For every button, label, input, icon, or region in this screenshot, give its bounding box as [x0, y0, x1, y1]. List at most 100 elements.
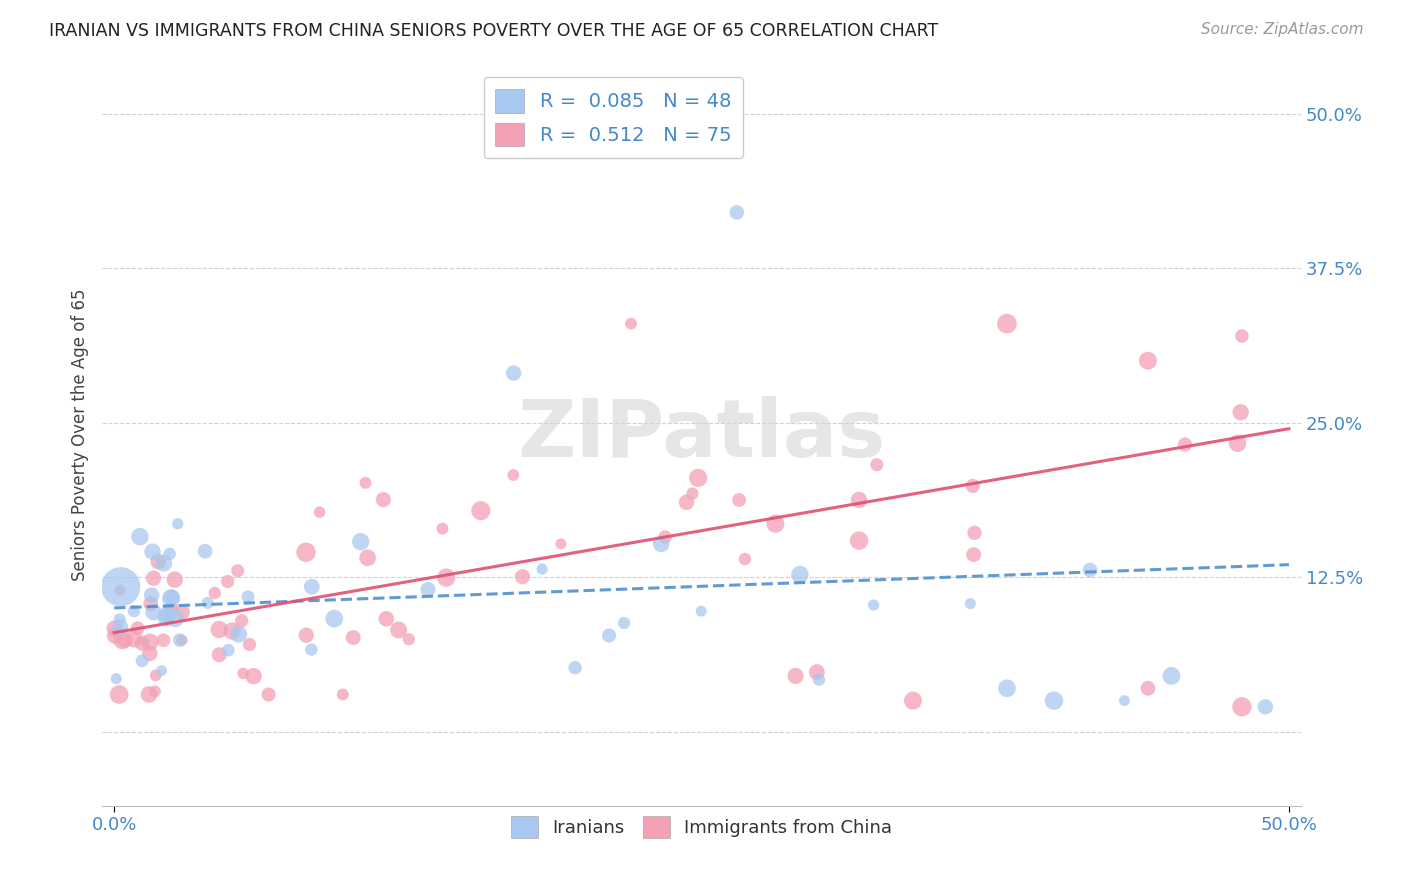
- Point: [613, 615, 636, 630]
- Point: [848, 533, 870, 548]
- Point: [1114, 693, 1136, 707]
- Point: [141, 588, 163, 602]
- Point: [470, 503, 492, 517]
- Point: [108, 688, 131, 702]
- Point: [432, 522, 454, 536]
- Point: [375, 612, 398, 626]
- Point: [416, 582, 439, 597]
- Point: [1136, 353, 1159, 368]
- Point: [152, 556, 174, 570]
- Point: [232, 666, 254, 681]
- Point: [1226, 436, 1249, 450]
- Point: [170, 605, 193, 619]
- Point: [236, 590, 259, 604]
- Point: [690, 604, 713, 618]
- Point: [138, 688, 160, 702]
- Point: [163, 573, 186, 587]
- Text: IRANIAN VS IMMIGRANTS FROM CHINA SENIORS POVERTY OVER THE AGE OF 65 CORRELATION : IRANIAN VS IMMIGRANTS FROM CHINA SENIORS…: [49, 22, 938, 40]
- Point: [122, 632, 145, 646]
- Point: [204, 586, 226, 600]
- Point: [725, 205, 748, 219]
- Point: [155, 611, 177, 625]
- Point: [142, 571, 165, 585]
- Point: [160, 591, 183, 606]
- Point: [111, 633, 134, 648]
- Point: [110, 580, 132, 594]
- Point: [110, 583, 132, 598]
- Point: [1254, 699, 1277, 714]
- Point: [238, 638, 260, 652]
- Point: [688, 471, 710, 485]
- Legend: Iranians, Immigrants from China: Iranians, Immigrants from China: [503, 808, 900, 845]
- Text: ZIPatlas: ZIPatlas: [517, 396, 886, 474]
- Point: [257, 688, 280, 702]
- Point: [152, 633, 174, 648]
- Point: [208, 648, 231, 662]
- Point: [789, 567, 811, 582]
- Point: [1078, 563, 1101, 577]
- Point: [159, 547, 181, 561]
- Point: [620, 317, 643, 331]
- Point: [208, 623, 231, 637]
- Point: [226, 564, 249, 578]
- Point: [350, 534, 373, 549]
- Point: [104, 629, 127, 643]
- Point: [166, 516, 188, 531]
- Point: [104, 622, 127, 636]
- Point: [675, 495, 697, 509]
- Point: [156, 608, 179, 623]
- Point: [434, 571, 457, 585]
- Point: [728, 493, 751, 508]
- Point: [105, 672, 128, 686]
- Point: [150, 664, 173, 678]
- Point: [806, 665, 828, 680]
- Point: [502, 366, 524, 380]
- Point: [127, 621, 149, 635]
- Point: [141, 544, 163, 558]
- Point: [194, 544, 217, 558]
- Text: Source: ZipAtlas.com: Source: ZipAtlas.com: [1201, 22, 1364, 37]
- Point: [354, 475, 377, 490]
- Point: [110, 620, 132, 634]
- Point: [221, 624, 243, 638]
- Point: [145, 668, 167, 682]
- Point: [734, 552, 756, 566]
- Point: [159, 603, 181, 617]
- Point: [959, 597, 981, 611]
- Point: [598, 628, 620, 642]
- Point: [398, 632, 420, 647]
- Point: [231, 614, 253, 628]
- Point: [165, 611, 187, 625]
- Point: [197, 596, 219, 610]
- Point: [1160, 669, 1182, 683]
- Point: [114, 633, 136, 648]
- Point: [963, 525, 986, 540]
- Point: [962, 479, 984, 493]
- Point: [160, 590, 183, 604]
- Point: [128, 530, 150, 544]
- Point: [122, 604, 145, 618]
- Point: [142, 605, 165, 619]
- Point: [512, 569, 534, 583]
- Point: [228, 627, 250, 641]
- Point: [131, 654, 153, 668]
- Point: [963, 548, 986, 562]
- Point: [143, 684, 166, 698]
- Point: [299, 642, 322, 657]
- Point: [139, 635, 162, 649]
- Point: [356, 550, 378, 565]
- Point: [785, 669, 807, 683]
- Point: [1043, 693, 1066, 707]
- Point: [1230, 699, 1253, 714]
- Point: [564, 661, 586, 675]
- Point: [301, 580, 323, 594]
- Point: [217, 643, 239, 657]
- Point: [295, 628, 318, 642]
- Point: [848, 492, 870, 507]
- Point: [502, 468, 524, 483]
- Point: [654, 530, 676, 544]
- Point: [1229, 405, 1251, 419]
- Point: [148, 555, 170, 569]
- Point: [650, 537, 672, 551]
- Point: [901, 693, 924, 707]
